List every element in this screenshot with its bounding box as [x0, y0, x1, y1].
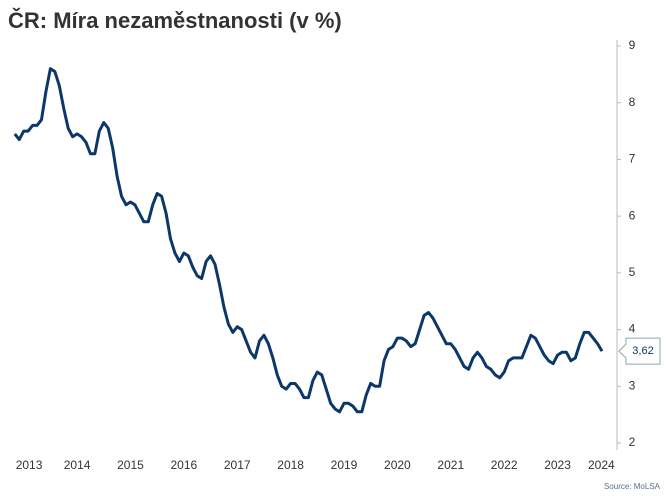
- x-tick-label: 2023: [544, 458, 571, 472]
- x-tick-label: 2024: [588, 458, 615, 472]
- chart-title: ČR: Míra nezaměstnanosti (v %): [8, 8, 342, 33]
- x-tick-label: 2020: [384, 458, 411, 472]
- x-tick-label: 2014: [64, 458, 91, 472]
- y-tick-label: 5: [629, 265, 636, 279]
- x-tick-label: 2022: [491, 458, 518, 472]
- x-tick-label: 2017: [224, 458, 251, 472]
- y-tick-label: 4: [629, 322, 636, 336]
- callout-label: 3,62: [632, 345, 653, 357]
- y-tick-label: 2: [629, 435, 636, 449]
- x-tick-label: 2019: [331, 458, 358, 472]
- x-tick-label: 2018: [277, 458, 304, 472]
- line: [13, 67, 604, 414]
- x-tick-label: 2021: [437, 458, 464, 472]
- y-tick-label: 3: [629, 378, 636, 392]
- y-tick-label: 9: [629, 38, 636, 52]
- x-tick-label: 2015: [117, 458, 144, 472]
- y-tick-label: 8: [629, 95, 636, 109]
- callout-box: [618, 337, 661, 365]
- x-tick-label: 2013: [16, 458, 43, 472]
- y-tick-label: 7: [629, 152, 636, 166]
- x-tick-label: 2016: [171, 458, 198, 472]
- y-tick-label: 6: [629, 208, 636, 222]
- source: Source: MoLSA: [604, 482, 661, 491]
